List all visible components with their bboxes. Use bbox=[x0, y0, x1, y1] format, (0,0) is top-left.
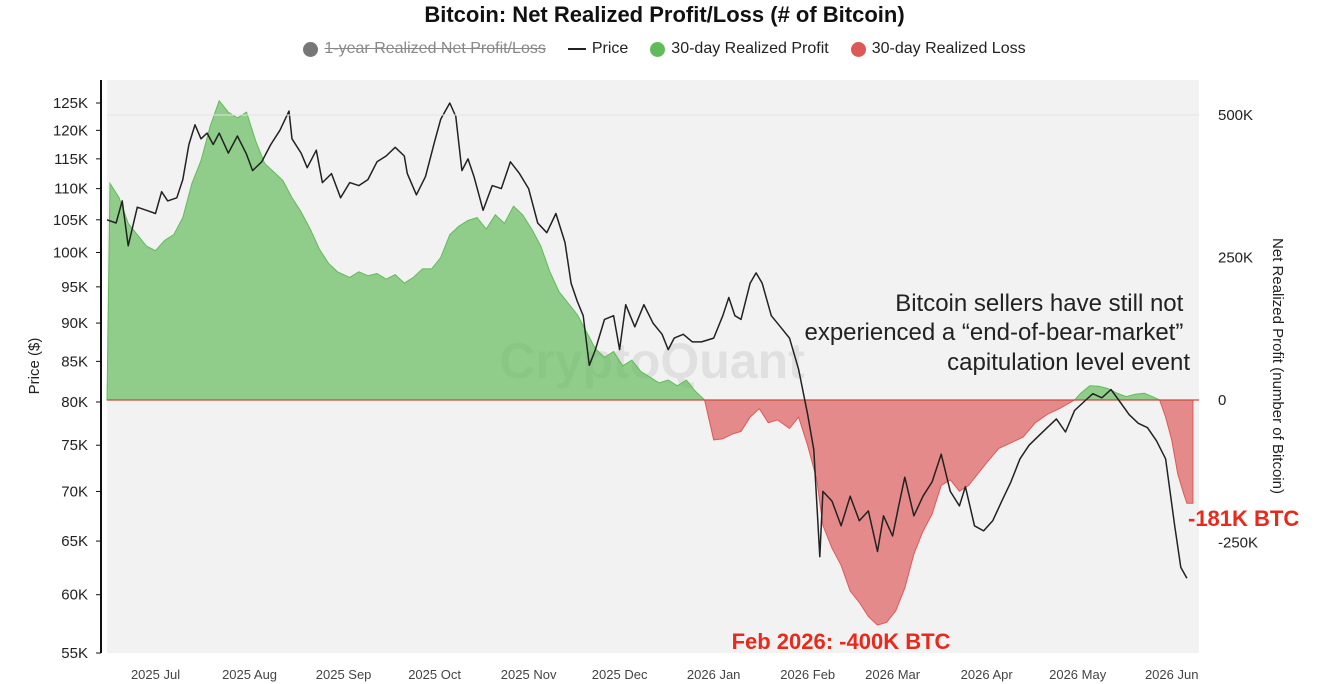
area-layer bbox=[106, 99, 1194, 626]
x-tick-label: 2025 Jul bbox=[131, 667, 180, 682]
x-tick-label: 2025 Sep bbox=[316, 667, 372, 682]
annotation-note-line: Bitcoin sellers have still not bbox=[895, 290, 1183, 317]
legend-label: 30-day Realized Profit bbox=[671, 40, 829, 57]
legend-label: Price bbox=[591, 40, 629, 57]
legend: 1-year Realized Net Profit/Loss Price 30… bbox=[0, 40, 1329, 58]
legend-item-profit[interactable]: 30-day Realized Profit bbox=[650, 40, 829, 58]
left-tick-label: 105K bbox=[53, 212, 88, 229]
annotation-note-line: capitulation level event bbox=[947, 349, 1190, 376]
left-tick-label: 65K bbox=[61, 533, 88, 550]
x-axis-ticks: 2025 Jul 2025 Aug 2025 Sep 2025 Oct 2025 Nov… bbox=[131, 667, 1198, 682]
x-tick-label: 2026 Apr bbox=[961, 667, 1014, 682]
annotation-note: Bitcoin sellers have still not experienc… bbox=[804, 290, 1190, 376]
legend-item-price[interactable]: Price bbox=[567, 40, 629, 58]
left-tick-label: 110K bbox=[54, 181, 88, 198]
x-tick-label: 2026 Jun bbox=[1145, 667, 1199, 682]
legend-item-loss[interactable]: 30-day Realized Loss bbox=[850, 40, 1026, 58]
x-tick-label: 2025 Oct bbox=[408, 667, 461, 682]
left-tick-label: 95K bbox=[61, 279, 88, 296]
legend-line-icon bbox=[567, 48, 586, 50]
y-axis-left-label: Price ($) bbox=[26, 338, 43, 395]
legend-item-1y-net[interactable]: 1-year Realized Net Profit/Loss bbox=[303, 40, 546, 58]
legend-dot-icon bbox=[303, 41, 319, 57]
price-line bbox=[106, 102, 1188, 579]
legend-label: 30-day Realized Loss bbox=[871, 40, 1026, 57]
left-tick-label: 85K bbox=[61, 353, 88, 370]
annotation-feb-low: Feb 2026: -400K BTC bbox=[732, 629, 951, 654]
left-tick-label: 100K bbox=[53, 244, 88, 261]
y-axis-right-label: Net Realized Profit (number of Bitcoin) bbox=[1269, 238, 1286, 494]
left-tick-label: 125K bbox=[53, 95, 88, 112]
x-tick-label: 2026 Mar bbox=[865, 667, 921, 682]
profit-area bbox=[106, 99, 1193, 401]
left-tick-label: 55K bbox=[61, 645, 88, 662]
right-tick-label: 500K bbox=[1218, 107, 1253, 124]
left-tick-label: 70K bbox=[61, 483, 88, 500]
legend-dot-icon bbox=[650, 41, 666, 57]
price-layer bbox=[106, 102, 1188, 579]
x-tick-label: 2025 Dec bbox=[592, 667, 648, 682]
x-tick-label: 2026 Jan bbox=[687, 667, 741, 682]
x-tick-label: 2025 Aug bbox=[222, 667, 277, 682]
left-tick-label: 60K bbox=[61, 587, 88, 604]
annotation-note-line: experienced a “end-of-bear-market” bbox=[804, 319, 1183, 346]
left-tick-label: 80K bbox=[61, 394, 88, 411]
left-tick-label: 115K bbox=[54, 151, 88, 168]
x-tick-label: 2025 Nov bbox=[501, 667, 557, 682]
annotation-current-loss: -181K BTC bbox=[1188, 506, 1299, 531]
right-tick-label: 250K bbox=[1218, 250, 1253, 267]
right-axis-ticks: 500K 250K 0 -250K bbox=[107, 107, 1258, 552]
legend-label: 1-year Realized Net Profit/Loss bbox=[324, 40, 546, 57]
chart-title: Bitcoin: Net Realized Profit/Loss (# of … bbox=[424, 2, 905, 27]
x-tick-label: 2026 Feb bbox=[780, 667, 835, 682]
loss-area bbox=[703, 399, 1194, 626]
left-tick-label: 75K bbox=[61, 437, 88, 454]
x-tick-label: 2026 May bbox=[1049, 667, 1107, 682]
left-axis-ticks: 125K 120K 115K 110K 105K 100K 95K 90K 85K 80K 75K 7… bbox=[53, 95, 101, 662]
legend-dot-icon bbox=[850, 41, 866, 57]
right-tick-label: 0 bbox=[1218, 392, 1226, 409]
left-tick-label: 120K bbox=[53, 122, 88, 139]
left-tick-label: 90K bbox=[61, 315, 88, 332]
right-tick-label: -250K bbox=[1218, 535, 1258, 552]
